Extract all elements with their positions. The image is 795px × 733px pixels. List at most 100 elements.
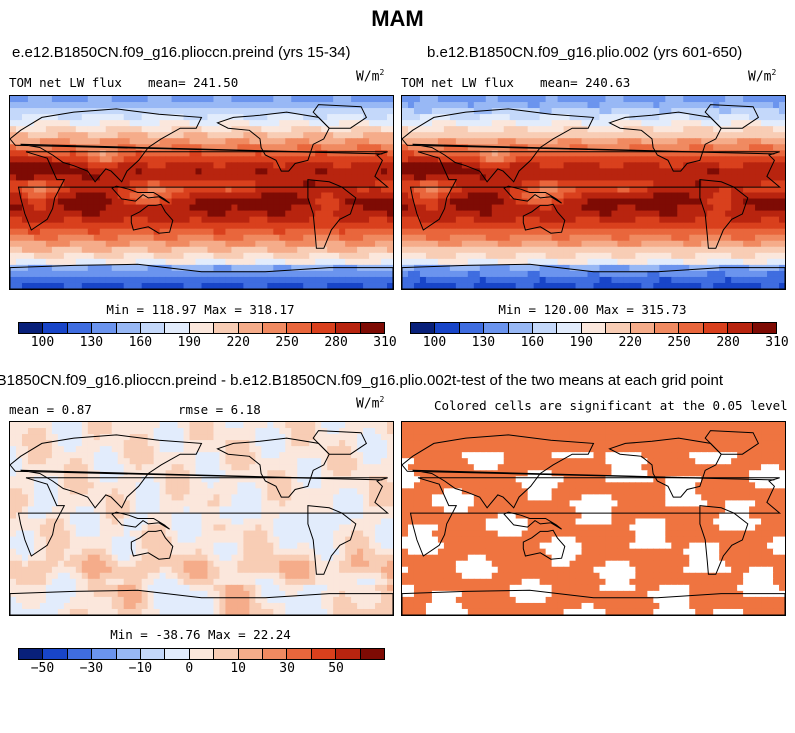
map-cell xyxy=(303,138,310,145)
map-cell xyxy=(587,246,595,254)
map-cell xyxy=(402,174,409,182)
map-cell xyxy=(105,476,113,483)
map-cell xyxy=(749,168,756,176)
map-cell xyxy=(171,114,179,121)
map-cell xyxy=(339,114,346,121)
map-cell xyxy=(75,222,83,230)
map-cell xyxy=(279,102,286,109)
map-cell xyxy=(105,108,113,115)
map-cell xyxy=(285,252,292,260)
map-cell xyxy=(111,494,119,502)
map-cell xyxy=(641,264,648,272)
map-cell xyxy=(15,488,23,495)
map-cell xyxy=(315,216,322,224)
map-cell xyxy=(473,282,481,289)
map-cell xyxy=(743,210,750,218)
map-cell xyxy=(231,264,238,272)
map-cell xyxy=(755,276,762,284)
map-cell xyxy=(575,186,583,194)
map-cell xyxy=(761,204,768,212)
map-cell xyxy=(533,198,541,206)
map-cell xyxy=(15,464,23,471)
map-cell xyxy=(551,270,559,278)
panel2-colorbar xyxy=(410,322,777,334)
map-cell xyxy=(419,102,427,109)
map-cell xyxy=(189,216,197,224)
map-cell xyxy=(653,240,660,248)
map-cell xyxy=(485,138,493,145)
map-cell xyxy=(219,264,227,272)
map-cell xyxy=(177,422,185,429)
map-cell xyxy=(665,168,672,176)
map-cell xyxy=(165,270,173,278)
map-cell xyxy=(677,96,684,103)
map-cell xyxy=(45,204,53,212)
map-cell xyxy=(153,452,161,459)
map-cell xyxy=(273,222,280,230)
map-cell xyxy=(761,132,768,139)
map-cell xyxy=(731,138,738,145)
map-cell xyxy=(171,246,179,254)
map-cell xyxy=(309,108,316,115)
map-cell xyxy=(201,464,209,471)
map-cell xyxy=(273,246,280,254)
map-cell xyxy=(75,458,83,465)
map-cell xyxy=(279,150,286,157)
map-cell xyxy=(599,186,607,194)
map-cell xyxy=(213,252,221,260)
map-cell xyxy=(461,144,469,151)
map-cell xyxy=(10,192,17,200)
map-cell xyxy=(623,228,630,236)
map-cell xyxy=(15,144,23,151)
map-cell xyxy=(285,440,292,447)
map-cell xyxy=(503,96,511,103)
map-cell xyxy=(279,488,286,495)
map-cell xyxy=(653,258,660,266)
map-cell xyxy=(737,198,744,206)
map-cell xyxy=(533,264,541,272)
map-cell xyxy=(63,482,71,489)
map-cell xyxy=(291,186,298,194)
map-cell xyxy=(51,422,59,429)
map-cell xyxy=(545,264,553,272)
map-cell xyxy=(195,464,203,471)
map-cell xyxy=(713,192,720,200)
map-cell xyxy=(99,458,107,465)
map-cell xyxy=(737,108,744,115)
map-cell xyxy=(33,434,41,441)
map-cell xyxy=(51,216,59,224)
map-cell xyxy=(111,270,119,278)
map-cell xyxy=(761,144,768,151)
map-cell xyxy=(539,264,547,272)
map-cell xyxy=(767,282,774,289)
map-cell xyxy=(761,126,768,133)
map-cell xyxy=(683,228,690,236)
map-cell xyxy=(467,186,475,194)
map-cell xyxy=(677,108,684,115)
map-cell xyxy=(345,210,352,218)
map-cell xyxy=(623,240,630,248)
map-cell xyxy=(57,264,65,272)
map-cell xyxy=(581,96,589,103)
map-cell xyxy=(81,162,89,169)
map-cell xyxy=(93,440,101,447)
map-cell xyxy=(653,186,660,194)
map-cell xyxy=(375,270,382,278)
map-cell xyxy=(135,476,143,483)
map-cell xyxy=(171,252,179,260)
map-cell xyxy=(321,138,328,145)
map-cell xyxy=(357,108,364,115)
map-cell xyxy=(273,282,280,289)
map-cell xyxy=(449,210,457,218)
map-cell xyxy=(57,198,65,206)
map-cell xyxy=(327,488,334,495)
map-cell xyxy=(467,126,475,133)
map-cell xyxy=(303,168,310,176)
map-cell xyxy=(129,452,137,459)
map-cell xyxy=(779,210,785,218)
map-cell xyxy=(291,216,298,224)
map-cell xyxy=(713,114,720,121)
map-cell xyxy=(57,282,65,289)
map-cell xyxy=(521,150,529,157)
map-cell xyxy=(407,174,415,182)
